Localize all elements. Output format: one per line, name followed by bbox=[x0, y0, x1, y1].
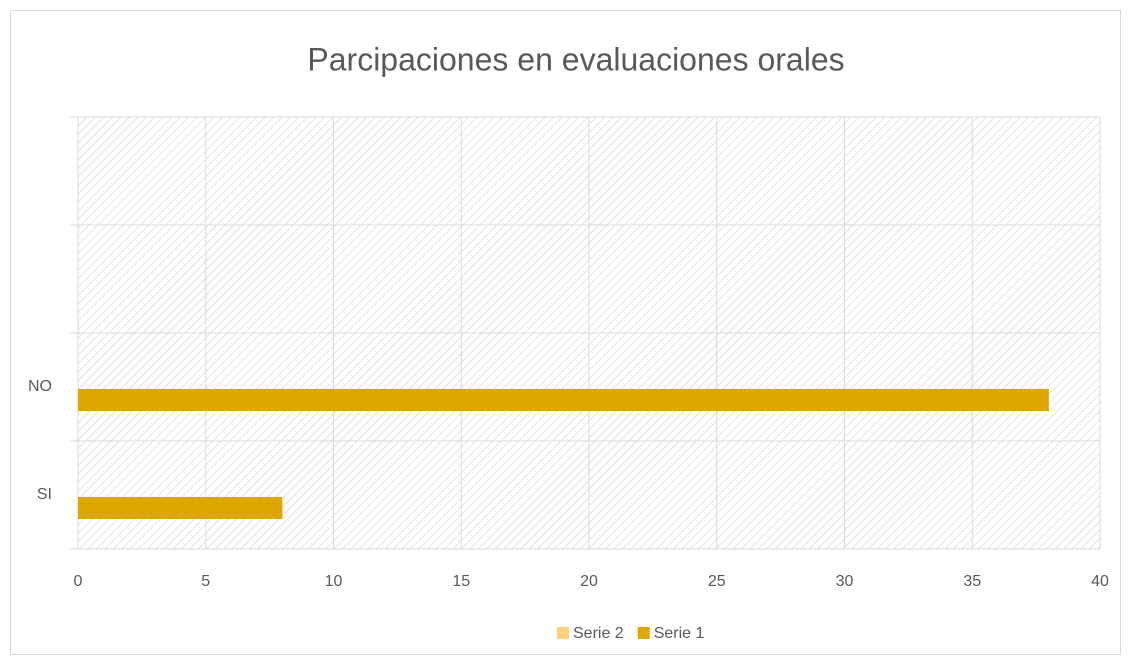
x-tick-label: 10 bbox=[325, 573, 343, 590]
x-tick-label: 30 bbox=[836, 573, 854, 590]
x-tick-label: 35 bbox=[963, 573, 981, 590]
x-tick-label: 20 bbox=[580, 573, 598, 590]
legend-swatch bbox=[637, 627, 650, 639]
x-tick-label: 5 bbox=[201, 573, 210, 590]
bar bbox=[78, 497, 283, 519]
bar bbox=[78, 389, 1049, 411]
x-tick-label: 40 bbox=[1091, 573, 1109, 590]
x-tick-label: 0 bbox=[74, 573, 83, 590]
x-tick-label: 25 bbox=[708, 573, 726, 590]
y-tick-label: NO bbox=[28, 378, 52, 395]
chart-title: Parcipaciones en evaluaciones orales bbox=[307, 41, 844, 77]
legend-label: Serie 1 bbox=[654, 625, 705, 642]
legend-label: Serie 2 bbox=[573, 625, 624, 642]
x-tick-label: 15 bbox=[452, 573, 470, 590]
legend-swatch bbox=[557, 627, 569, 639]
y-tick-label: SI bbox=[37, 486, 52, 503]
